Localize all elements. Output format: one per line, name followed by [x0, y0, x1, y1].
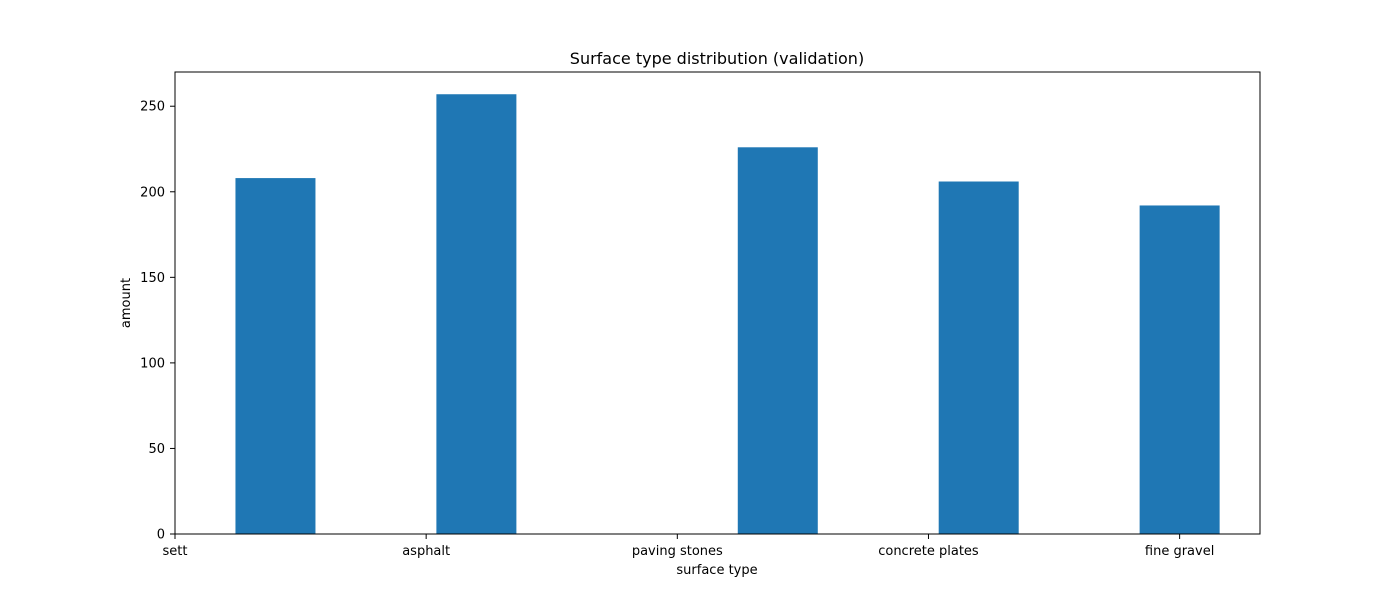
- y-tick-label: 0: [157, 528, 165, 543]
- x-axis: sett asphalt paving stones concrete plates f…: [163, 534, 1214, 559]
- bar-paving-stones: [737, 147, 818, 535]
- x-tick-label: sett: [163, 544, 188, 559]
- y-tick-label: 150: [140, 271, 165, 286]
- x-tick-label: asphalt: [402, 544, 450, 559]
- y-tick-label: 50: [148, 442, 165, 457]
- x-tick-label: paving stones: [632, 544, 723, 559]
- y-axis-label: amount: [119, 278, 134, 328]
- x-axis-label: surface type: [676, 563, 757, 578]
- bar-concrete-plates: [938, 181, 1019, 534]
- x-tick-label: fine gravel: [1145, 544, 1214, 559]
- y-tick-label: 250: [140, 100, 165, 115]
- bar-fine-gravel: [1139, 205, 1220, 534]
- plot-frame: [174, 71, 1261, 535]
- chart-title: Surface type distribution (validation): [570, 49, 864, 68]
- y-axis: 0 50 100 150 200 250: [140, 100, 175, 543]
- y-tick-label: 100: [140, 356, 165, 371]
- x-tick-label: concrete plates: [878, 544, 979, 559]
- y-tick-label: 200: [140, 185, 165, 200]
- bar-sett: [235, 178, 316, 534]
- bars: [235, 94, 1220, 535]
- bar-asphalt: [436, 94, 517, 535]
